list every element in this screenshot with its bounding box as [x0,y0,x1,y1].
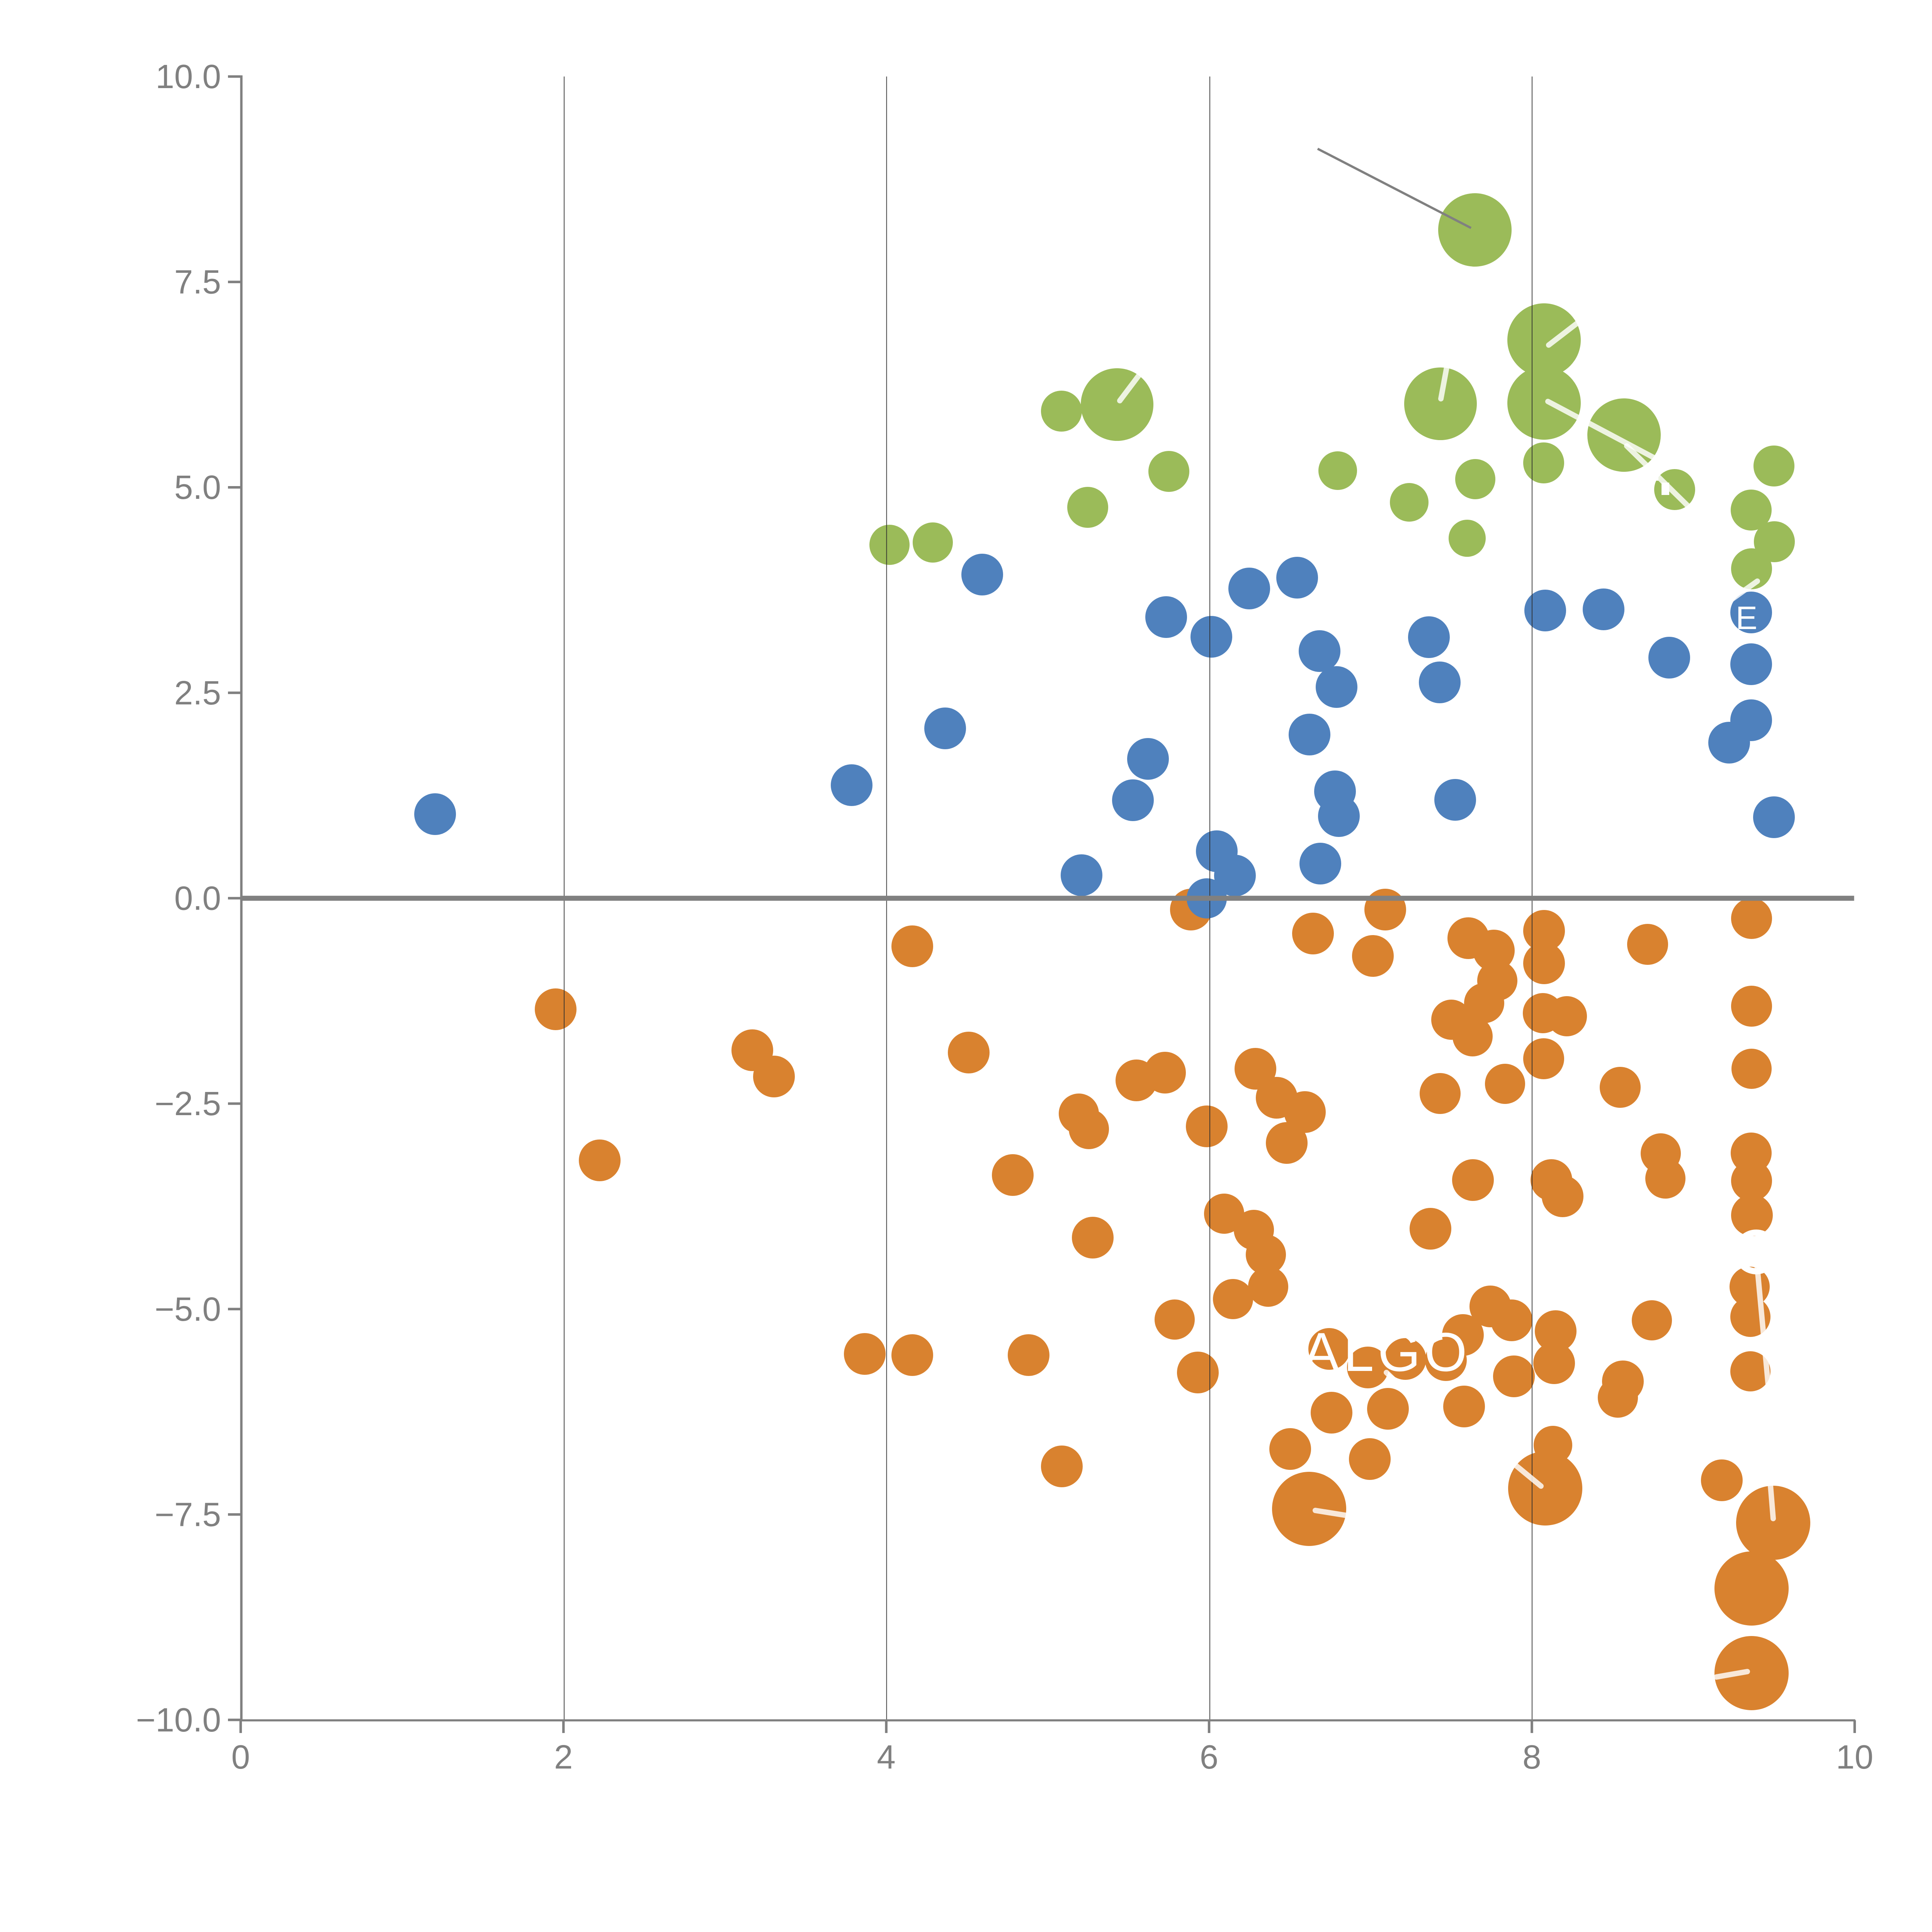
svg-text:−5.0: −5.0 [155,1291,221,1328]
svg-text:8: 8 [1522,1738,1541,1776]
svg-text:10.0: 10.0 [156,58,221,95]
svg-text:0: 0 [231,1738,250,1776]
svg-text:2.5: 2.5 [174,674,221,712]
svg-text:5.0: 5.0 [174,469,221,506]
svg-text:7.5: 7.5 [174,264,221,301]
svg-text:6: 6 [1200,1738,1218,1776]
svg-text:−2.5: −2.5 [155,1085,221,1122]
svg-text:4: 4 [877,1738,895,1776]
svg-text:−7.5: −7.5 [155,1496,221,1533]
svg-text:ALGO: ALGO [1303,1321,1471,1383]
svg-text:2: 2 [554,1738,573,1776]
svg-text:0.0: 0.0 [174,880,221,917]
svg-text:E: E [1736,600,1757,636]
svg-text:10: 10 [1836,1738,1873,1776]
svg-text:−10.0: −10.0 [136,1701,221,1739]
